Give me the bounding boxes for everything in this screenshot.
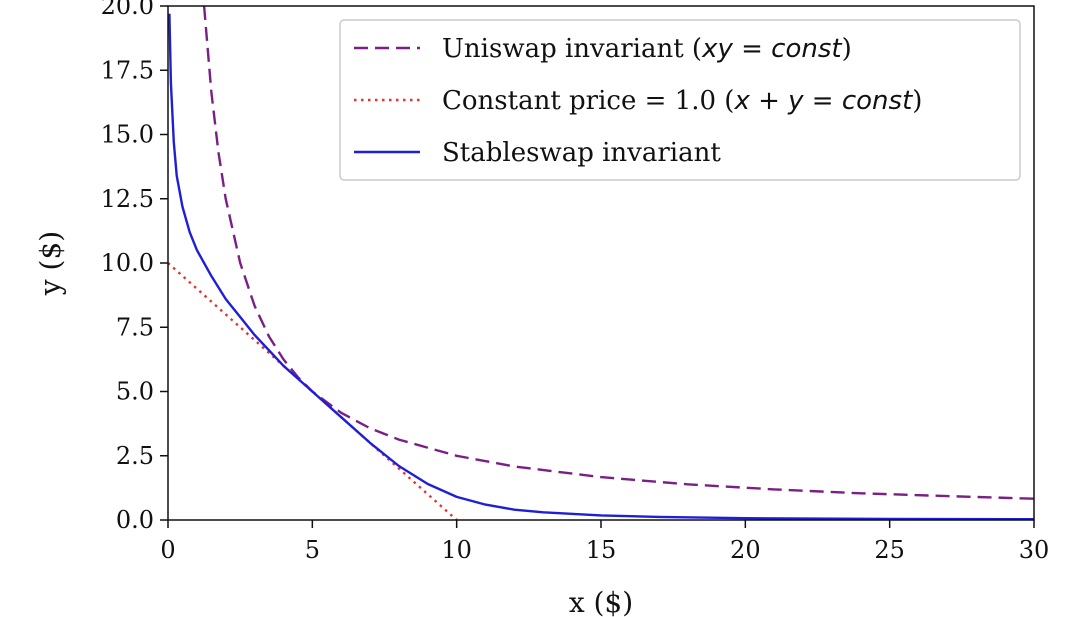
x-tick-label: 5: [305, 536, 320, 564]
legend-entry-1: Uniswap invariant (xy = const): [442, 34, 852, 64]
y-tick-label: 2.5: [116, 442, 154, 470]
y-tick-label: 17.5: [101, 56, 154, 84]
series-line-1: [202, 6, 1034, 500]
y-axis-label: y ($): [34, 231, 67, 296]
series-line-3: [168, 13, 1034, 520]
y-tick-label: 12.5: [101, 185, 154, 213]
y-tick-label: 15.0: [101, 121, 154, 149]
plot-series: [168, 6, 1034, 520]
series-line-2: [168, 262, 458, 520]
x-axis-label: x ($): [569, 586, 633, 617]
x-tick-label: 25: [874, 536, 905, 564]
legend: Uniswap invariant (xy = const) Constant p…: [339, 19, 1021, 181]
y-tick-label: 5.0: [116, 378, 154, 406]
y-tick-label: 7.5: [116, 313, 154, 341]
x-tick-label: 20: [730, 536, 761, 564]
y-tick-label: 10.0: [101, 249, 154, 277]
x-tick-label: 0: [160, 536, 175, 564]
legend-entry-3: Stableswap invariant: [442, 138, 721, 168]
y-tick-label: 20.0: [101, 0, 154, 20]
x-tick-label: 10: [441, 536, 472, 564]
legend-entry-2: Constant price = 1.0 (x + y = const): [442, 86, 922, 116]
legend-box: [339, 19, 1021, 181]
y-axis: 0.0 2.5 5.0 7.5 10.0 12.5 15.0 17.5 20.0: [101, 0, 168, 534]
x-axis: 0 5 10 15 20 25 30: [160, 520, 1049, 564]
y-tick-label: 0.0: [116, 506, 154, 534]
x-tick-label: 15: [586, 536, 617, 564]
x-tick-label: 30: [1019, 536, 1050, 564]
